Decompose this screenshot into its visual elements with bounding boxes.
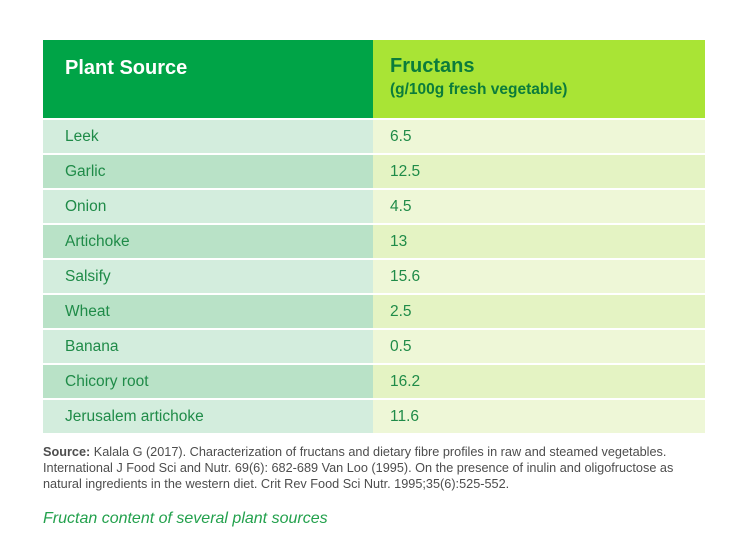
source-citation-text: Kalala G (2017). Characterization of fru…	[43, 445, 674, 491]
plant-source-cell: Jerusalem artichoke	[43, 400, 373, 433]
fructans-header-label: Fructans	[390, 55, 475, 77]
source-citation: Source: Kalala G (2017). Characterizatio…	[43, 445, 709, 493]
header-cell-plant-source: Plant Source	[43, 40, 373, 118]
plant-source-cell: Salsify	[43, 260, 373, 293]
table-header-row: Plant Source Fructans (g/100g fresh vege…	[43, 40, 705, 118]
plant-source-cell: Garlic	[43, 155, 373, 188]
plant-source-cell: Wheat	[43, 295, 373, 328]
fructan-value-cell: 13	[373, 225, 705, 258]
fructan-value-cell: 12.5	[373, 155, 705, 188]
fructan-value-cell: 15.6	[373, 260, 705, 293]
figure-caption: Fructan content of several plant sources	[43, 510, 328, 527]
plant-source-cell: Onion	[43, 190, 373, 223]
table-row: Jerusalem artichoke 11.6	[43, 400, 705, 433]
fructan-value-cell: 4.5	[373, 190, 705, 223]
plant-source-header-label: Plant Source	[65, 57, 188, 79]
fructans-table: Plant Source Fructans (g/100g fresh vege…	[43, 40, 705, 433]
table-row: Salsify 15.6	[43, 260, 705, 293]
table-body: Leek 6.5 Garlic 12.5 Onion 4.5 Artichoke…	[43, 120, 705, 433]
source-label: Source:	[43, 445, 91, 459]
table-row: Banana 0.5	[43, 330, 705, 363]
fructan-value-cell: 6.5	[373, 120, 705, 153]
plant-source-cell: Banana	[43, 330, 373, 363]
table-row: Leek 6.5	[43, 120, 705, 153]
plant-source-cell: Leek	[43, 120, 373, 153]
table-row: Garlic 12.5	[43, 155, 705, 188]
table-row: Artichoke 13	[43, 225, 705, 258]
fructan-value-cell: 2.5	[373, 295, 705, 328]
plant-source-cell: Chicory root	[43, 365, 373, 398]
fructan-value-cell: 0.5	[373, 330, 705, 363]
fructan-value-cell: 11.6	[373, 400, 705, 433]
header-cell-fructans: Fructans (g/100g fresh vegetable)	[373, 40, 705, 118]
table-row: Onion 4.5	[43, 190, 705, 223]
fructan-value-cell: 16.2	[373, 365, 705, 398]
fructans-header-unit: (g/100g fresh vegetable)	[390, 81, 568, 98]
plant-source-cell: Artichoke	[43, 225, 373, 258]
table-row: Chicory root 16.2	[43, 365, 705, 398]
table-row: Wheat 2.5	[43, 295, 705, 328]
